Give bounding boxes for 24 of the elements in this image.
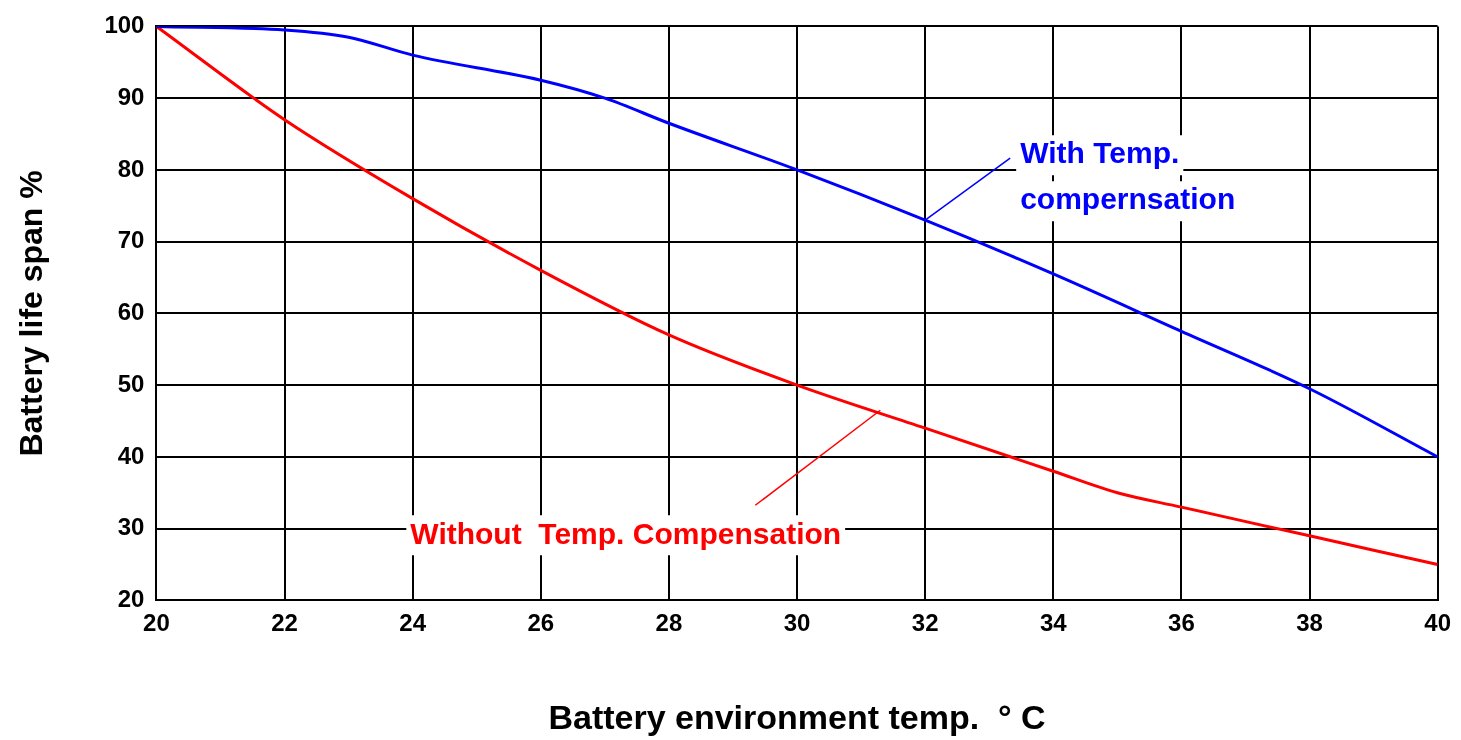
- x-tick-label: 32: [911, 609, 939, 637]
- y-tick-label: 50: [117, 369, 145, 397]
- x-tick-label: 36: [1168, 609, 1195, 637]
- x-tick-label: 22: [271, 609, 298, 637]
- x-tick-label: 30: [783, 609, 811, 637]
- y-tick-label: 40: [117, 441, 145, 469]
- y-tick-label: 70: [117, 226, 145, 254]
- annotation: With Temp. compernsation: [1020, 136, 1236, 216]
- x-tick-label: 34: [1039, 609, 1068, 637]
- y-tick-label: 20: [117, 585, 145, 613]
- y-tick-label: 100: [104, 11, 145, 39]
- x-tick-label: 38: [1296, 609, 1323, 637]
- annotation: Without Temp. Compensation: [410, 516, 842, 550]
- x-tick-label: 26: [527, 609, 555, 637]
- y-tick-label: 60: [117, 298, 145, 326]
- x-axis-title: Battery environment temp. ° C: [548, 697, 1046, 736]
- y-tick-label: 90: [117, 82, 145, 110]
- y-tick-label: 80: [117, 154, 145, 182]
- x-tick-label: 40: [1424, 609, 1451, 637]
- x-tick-label: 20: [143, 609, 170, 637]
- x-tick-label: 24: [399, 609, 427, 637]
- y-axis-title: Battery life span %: [13, 170, 50, 457]
- y-tick-label: 30: [117, 513, 145, 541]
- x-tick-label: 28: [655, 609, 683, 637]
